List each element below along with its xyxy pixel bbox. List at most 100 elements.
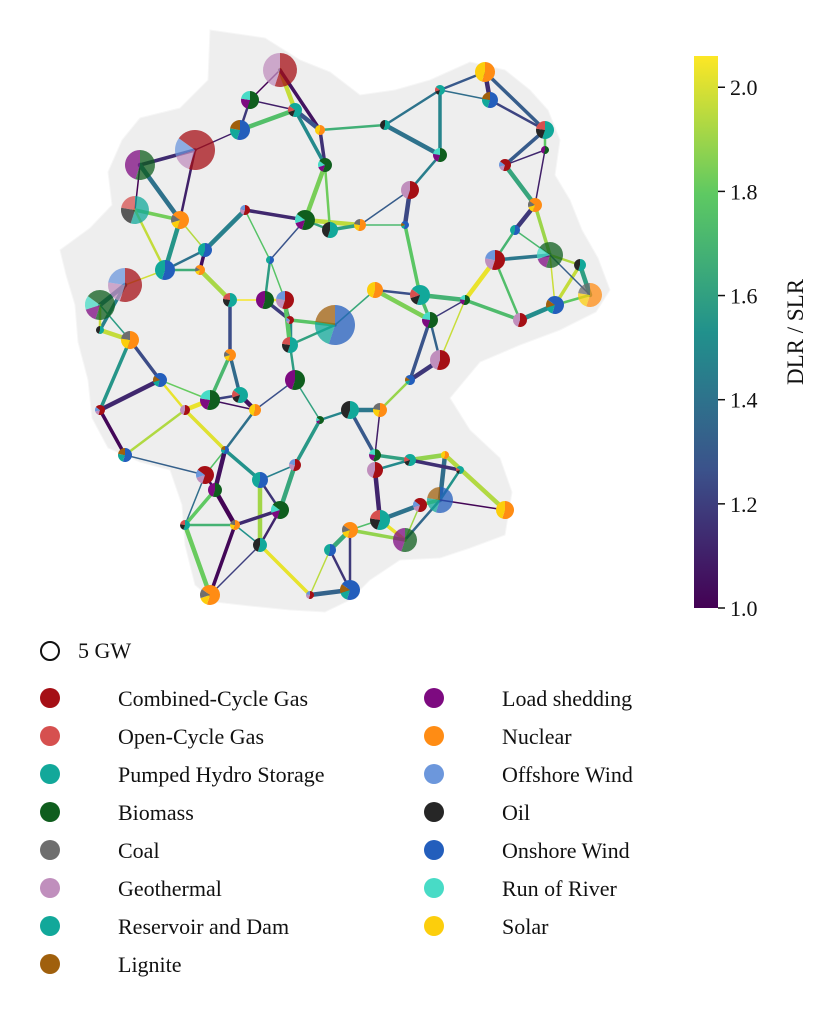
pie-slice — [268, 256, 274, 264]
bus-pie — [433, 148, 448, 162]
transmission-line — [502, 162, 538, 208]
pie-slice — [95, 405, 100, 410]
pie-slice — [433, 153, 440, 162]
transmission-line — [483, 70, 547, 132]
pie-slice — [315, 321, 335, 345]
bus-pie — [435, 85, 445, 95]
pie-slice — [539, 242, 550, 255]
bus-pie — [232, 387, 248, 403]
transmission-line — [442, 452, 508, 513]
pie-slice — [224, 355, 230, 361]
pie-slice — [410, 295, 420, 305]
pie-slice — [429, 350, 440, 370]
colorbar-tick-label: 1.6 — [730, 284, 758, 309]
pie-slice — [232, 390, 240, 398]
pie-slice — [284, 370, 295, 390]
pie-slice — [248, 404, 255, 416]
pie-slice — [85, 296, 100, 310]
pie-slice — [405, 375, 410, 380]
pie-slice — [230, 128, 240, 140]
pie-slice — [195, 469, 205, 478]
pie-slice — [574, 259, 580, 271]
pie-slice — [401, 221, 405, 225]
pie-slice — [342, 530, 350, 538]
pie-slice — [460, 299, 465, 305]
pie-slice — [456, 466, 460, 470]
bus-pie — [369, 449, 381, 462]
bus-pie — [401, 221, 409, 229]
bus-pie — [380, 120, 390, 130]
colorbar-title: DLR / SLR — [783, 278, 808, 385]
bus-pie — [340, 580, 360, 600]
pie-slice — [586, 283, 603, 307]
bus-pie — [341, 401, 360, 420]
pie-slice — [380, 120, 385, 130]
pie-slice — [95, 290, 116, 320]
pie-slice — [247, 91, 259, 109]
pie-slice — [288, 110, 295, 117]
pie-slice — [228, 349, 237, 361]
legend-swatch-icon — [40, 688, 60, 708]
bus-pie — [174, 130, 215, 171]
pie-slice — [135, 150, 155, 181]
bus-pie — [482, 92, 499, 108]
pie-slice — [366, 462, 375, 478]
pie-slice — [121, 331, 130, 340]
bus-pie — [485, 250, 505, 270]
bus-pie — [460, 295, 470, 305]
legend-label: Open-Cycle Gas — [118, 724, 265, 749]
pie-slice — [318, 165, 325, 172]
pie-slice — [410, 289, 420, 299]
bus-pie — [422, 312, 438, 328]
pie-slice — [318, 416, 324, 425]
pie-slice — [301, 210, 316, 230]
transmission-line — [323, 163, 332, 232]
pie-slice — [198, 243, 205, 257]
pie-slice — [413, 500, 420, 508]
bus-pie — [541, 146, 549, 154]
bus-pie — [427, 487, 454, 514]
transmission-line — [382, 122, 443, 158]
transmission-line — [183, 488, 217, 527]
pie-slice — [316, 420, 320, 424]
bus-pie — [429, 350, 450, 370]
transmission-line — [493, 258, 522, 322]
pie-slice — [422, 318, 430, 328]
pie-slice — [288, 316, 294, 324]
pie-slice — [289, 459, 295, 465]
pie-slice — [252, 538, 260, 552]
bus-pie — [95, 326, 104, 334]
bus-pie — [281, 337, 298, 353]
bus-pie — [263, 53, 297, 87]
legend-label: Onshore Wind — [502, 838, 630, 863]
pie-slice — [95, 410, 100, 415]
pie-slice — [306, 591, 310, 595]
bus-pie — [495, 501, 515, 519]
pie-slice — [369, 454, 375, 461]
pie-slice — [376, 510, 390, 530]
transmission-line — [439, 299, 466, 361]
pie-slice — [122, 448, 132, 462]
pie-slice — [513, 225, 520, 235]
pie-slice — [427, 312, 438, 328]
pie-slice — [292, 103, 303, 117]
pie-slice — [358, 219, 367, 231]
pie-slice — [95, 326, 100, 334]
pie-slice — [276, 291, 285, 300]
pie-slice — [200, 595, 210, 605]
pie-slice — [411, 285, 420, 295]
pie-slice — [341, 580, 350, 590]
legend-label: Pumped Hydro Storage — [118, 762, 325, 787]
pie-slice — [174, 138, 195, 157]
pie-slice — [286, 320, 290, 324]
pie-slice — [427, 497, 440, 513]
legend-swatch-icon — [40, 916, 60, 936]
bus-pie — [248, 404, 261, 417]
pie-slice — [253, 404, 261, 417]
transmission-line — [359, 189, 411, 226]
pie-slice — [552, 296, 564, 314]
bus-pie — [155, 260, 176, 280]
pie-slice — [316, 417, 320, 422]
pie-slice — [183, 405, 190, 415]
pie-slice — [202, 466, 214, 484]
